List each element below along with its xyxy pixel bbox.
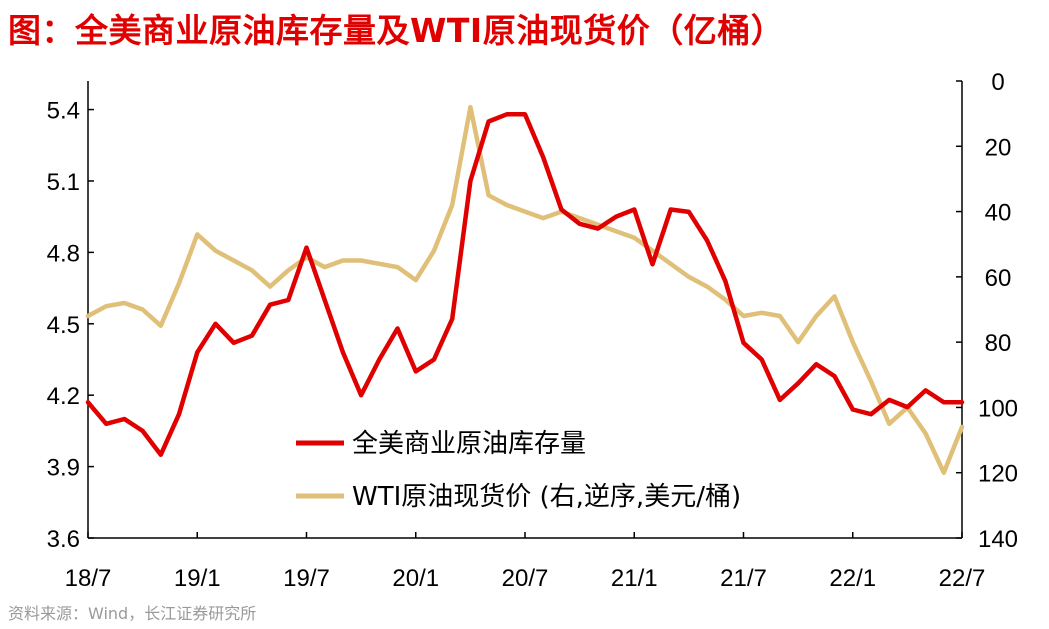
- right-tick-label: 100: [978, 395, 1018, 422]
- x-tick-label: 22/7: [939, 565, 986, 592]
- x-tick-label: 18/7: [65, 565, 112, 592]
- x-tick-label: 20/1: [392, 565, 439, 592]
- wti-series: [85, 104, 965, 475]
- series-line: [85, 104, 965, 475]
- legend-label-inventory: 全美商业原油库存量: [352, 429, 586, 459]
- left-tick-label: 3.6: [47, 526, 80, 553]
- x-tick-label: 19/1: [174, 565, 221, 592]
- inventory-series: [85, 112, 965, 457]
- left-tick-label: 5.4: [47, 98, 80, 125]
- legend-label-wti: WTI原油现货价 (右,逆序,美元/桶): [352, 482, 741, 512]
- series-line: [85, 112, 965, 457]
- legend: 全美商业原油库存量 WTI原油现货价 (右,逆序,美元/桶): [296, 429, 741, 512]
- x-tick-label: 19/7: [283, 565, 330, 592]
- right-tick-label: 60: [985, 265, 1012, 292]
- source-note: 资料来源：Wind，长江证券研究所: [8, 604, 257, 623]
- right-tick-label: 0: [991, 69, 1004, 96]
- left-tick-label: 4.2: [47, 383, 80, 410]
- right-tick-label: 120: [978, 461, 1018, 488]
- x-tick-label: 21/7: [720, 565, 767, 592]
- x-tick-label: 22/1: [829, 565, 876, 592]
- left-tick-label: 4.8: [47, 240, 80, 267]
- right-tick-label: 140: [978, 526, 1018, 553]
- chart-title: 图：全美商业原油库存量及WTI原油现货价（亿桶）: [8, 11, 785, 50]
- right-tick-label: 40: [985, 200, 1012, 227]
- x-tick-label: 21/1: [611, 565, 658, 592]
- left-tick-label: 5.1: [47, 169, 80, 196]
- axes: 3.6 3.9 4.2 4.5 4.8 5.1 5.4 0 20 40 60 80 100 120 140 1…: [47, 69, 1018, 592]
- x-tick-label: 20/7: [502, 565, 549, 592]
- right-tick-label: 80: [985, 330, 1012, 357]
- left-tick-label: 4.5: [47, 312, 80, 339]
- left-tick-label: 3.9: [47, 455, 80, 482]
- right-tick-label: 20: [985, 134, 1012, 161]
